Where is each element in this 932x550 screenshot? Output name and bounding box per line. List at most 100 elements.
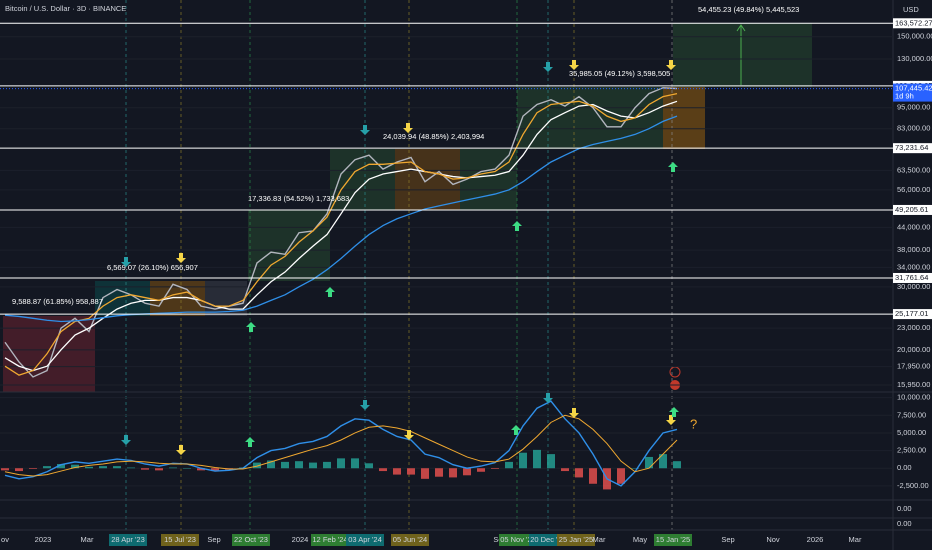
- histogram-bar: [183, 468, 191, 469]
- histogram-bar: [435, 468, 443, 477]
- range-box: [663, 87, 705, 149]
- level-label: 31,761.64: [895, 273, 928, 282]
- signal-arrow: [245, 437, 255, 447]
- histogram-bar: [155, 468, 163, 471]
- level-label: 49,205.61: [895, 205, 928, 214]
- x-tick-label: ov: [1, 535, 9, 544]
- histogram-bar: [267, 460, 275, 469]
- signal-arrow: [569, 60, 579, 70]
- level-label: 163,572.27: [895, 18, 932, 27]
- chart-title: Bitcoin / U.S. Dollar · 3D · BINANCE: [5, 4, 126, 13]
- y-tick-label: 150,000.00: [897, 32, 932, 41]
- histogram-bar: [71, 464, 79, 469]
- measure-label: 6,569.07 (26.10%) 656,907: [107, 263, 198, 272]
- range-box: [330, 149, 395, 210]
- measure-arrowhead: [736, 24, 746, 32]
- signal-arrow: [668, 162, 678, 172]
- series-line: [4, 100, 678, 372]
- x-tick-label: 2023: [35, 535, 52, 544]
- range-box: [248, 210, 330, 281]
- signal-arrow: [569, 408, 579, 418]
- x-tick-label: 22 Oct '23: [234, 535, 268, 544]
- level-label-box: [893, 204, 932, 215]
- y-tick-label: 2,500.00: [897, 446, 926, 455]
- x-tick-label: 2024: [292, 535, 309, 544]
- histogram-bar: [561, 468, 569, 472]
- y-tick-label: 95,000.00: [897, 103, 930, 112]
- signal-arrow: [512, 221, 522, 231]
- histogram-bar: [505, 461, 513, 469]
- y-tick-label: 130,000.00: [897, 54, 932, 63]
- x-badge: [346, 534, 384, 546]
- histogram-bar: [15, 468, 23, 472]
- x-badge: [499, 534, 537, 546]
- measure-label: 54,455.23 (49.84%) 5,445,523: [698, 5, 799, 14]
- x-badge: [654, 534, 692, 546]
- signal-arrow: [404, 430, 414, 440]
- histogram-bar: [141, 468, 149, 470]
- histogram-bar: [519, 452, 527, 469]
- x-tick-label: Nov: [766, 535, 780, 544]
- y-tick-label: 0.00: [897, 504, 912, 513]
- signal-arrow: [246, 322, 256, 332]
- range-box: [3, 316, 95, 392]
- level-label: 25,177.01: [895, 309, 928, 318]
- signal-arrow: [403, 123, 413, 133]
- current-price-box: [893, 83, 932, 102]
- current-price-label: 107,445.42: [895, 84, 932, 93]
- histogram-bar: [113, 466, 121, 469]
- histogram-bar: [99, 466, 107, 469]
- x-badge: [161, 534, 199, 546]
- question-mark: ?: [690, 416, 697, 431]
- histogram-bar: [1, 468, 9, 471]
- measure-label: 24,039.94 (48.85%) 2,403,994: [383, 132, 484, 141]
- x-badge: [311, 534, 349, 546]
- x-tick-label: Mar: [81, 535, 94, 544]
- y-tick-label: 5,000.00: [897, 428, 926, 437]
- histogram-bar: [127, 467, 135, 469]
- histogram-bar: [421, 468, 429, 479]
- y-tick-label: 23,000.00: [897, 323, 930, 332]
- signal-arrow: [543, 62, 553, 72]
- signal-arrow: [325, 287, 335, 297]
- signal-arrow: [360, 400, 370, 410]
- histogram-bar: [281, 461, 289, 469]
- x-tick-label: 05 Jun '24: [393, 535, 427, 544]
- histogram-bar: [589, 468, 597, 484]
- histogram-bar: [617, 468, 625, 484]
- histogram-bar: [295, 461, 303, 469]
- signal-arrow: [666, 60, 676, 70]
- signal-arrow: [176, 253, 186, 263]
- x-tick-label: May: [633, 535, 647, 544]
- y-tick-label: 10,000.00: [897, 393, 930, 402]
- level-label-box: [893, 143, 932, 154]
- x-tick-label: 15 Jul '23: [164, 535, 196, 544]
- x-tick-label: 15 Jan '25: [656, 535, 690, 544]
- y-tick-label: 38,000.00: [897, 245, 930, 254]
- x-tick-label: Mar: [593, 535, 606, 544]
- y-tick-label: 20,000.00: [897, 345, 930, 354]
- x-tick-label: 25 Jan '25: [559, 535, 593, 544]
- x-tick-label: 2026: [807, 535, 824, 544]
- histogram-bar: [351, 458, 359, 469]
- histogram-bar: [85, 466, 93, 469]
- x-tick-label: 20 Dec '24: [530, 535, 566, 544]
- histogram-bar: [407, 468, 415, 475]
- y-tick-label: 17,950.00: [897, 362, 930, 371]
- signal-arrow: [666, 415, 676, 425]
- histogram-bar: [477, 468, 485, 472]
- currency: USD: [903, 5, 919, 14]
- histogram-bar: [337, 458, 345, 469]
- histogram-bar: [491, 468, 499, 469]
- histogram-bar: [323, 461, 331, 469]
- y-tick-label: -2,500.00: [897, 481, 929, 490]
- x-tick-label: Sep: [207, 535, 220, 544]
- signal-arrow: [176, 445, 186, 455]
- x-tick-label: Mar: [849, 535, 862, 544]
- y-tick-label: 34,000.00: [897, 262, 930, 271]
- level-label-box: [893, 309, 932, 320]
- histogram-bar: [631, 468, 639, 469]
- measure-label: 35,985.05 (49.12%) 3,598,505: [569, 69, 670, 78]
